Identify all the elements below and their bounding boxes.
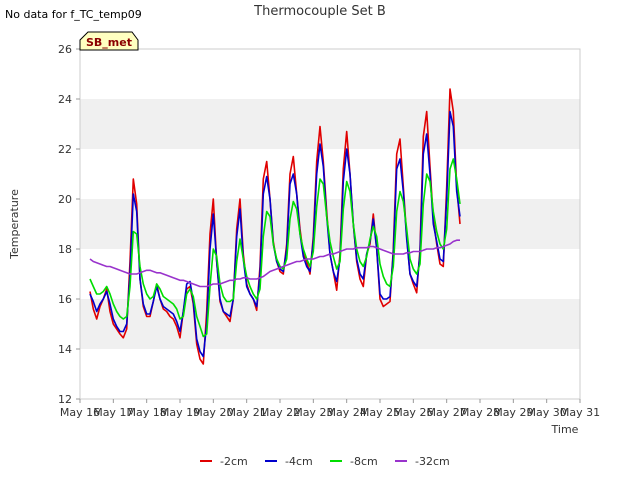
site-badge: SB_met [79,31,139,51]
chart-title: Thermocouple Set B [253,4,386,19]
x-tick-label: May 29 [493,406,533,419]
series-line-minus-8cm [89,158,461,338]
x-tick-label: May 26 [393,406,433,419]
x-tick-label: May 21 [227,406,267,419]
series-lines [89,88,461,365]
y-axis-ticks: 12 14 16 18 20 22 24 26 [58,43,80,406]
y-tick-label: 22 [58,143,72,156]
x-tick-label: May 16 [60,406,100,419]
x-tick-label: May 18 [127,406,167,419]
x-tick-label: May 20 [193,406,233,419]
grid-band [80,99,580,149]
x-tick-label: May 30 [527,406,567,419]
y-tick-label: 24 [58,93,72,106]
grid-band [80,299,580,349]
y-axis-label: Temperature [8,189,21,260]
y-tick-label: 26 [58,43,72,56]
no-data-note: No data for f_TC_temp09 [5,8,142,21]
x-tick-label: May 19 [160,406,200,419]
legend-label: -4cm [285,455,313,468]
legend-label: -8cm [350,455,378,468]
series-line-minus-32cm [89,239,460,288]
y-tick-label: 14 [58,343,72,356]
y-tick-label: 16 [58,293,72,306]
legend-label: -32cm [415,455,450,468]
x-axis-label: Time [551,423,579,436]
legend: -2cm -4cm -8cm -32cm [200,455,450,468]
site-badge-label: SB_met [86,36,132,49]
x-tick-label: May 24 [327,406,367,419]
plot-frame [79,48,581,400]
y-tick-label: 20 [58,193,72,206]
x-tick-label: May 31 [560,406,600,419]
x-tick-label: May 23 [293,406,333,419]
y-tick-label: 12 [58,393,72,406]
x-tick-label: May 27 [427,406,467,419]
y-tick-label: 18 [58,243,72,256]
x-tick-label: May 17 [93,406,133,419]
legend-label: -2cm [220,455,248,468]
x-tick-label: May 28 [460,406,500,419]
x-tick-label: May 22 [260,406,300,419]
site-badge-box [79,31,139,51]
x-tick-label: May 25 [360,406,400,419]
background-bands [80,99,580,349]
